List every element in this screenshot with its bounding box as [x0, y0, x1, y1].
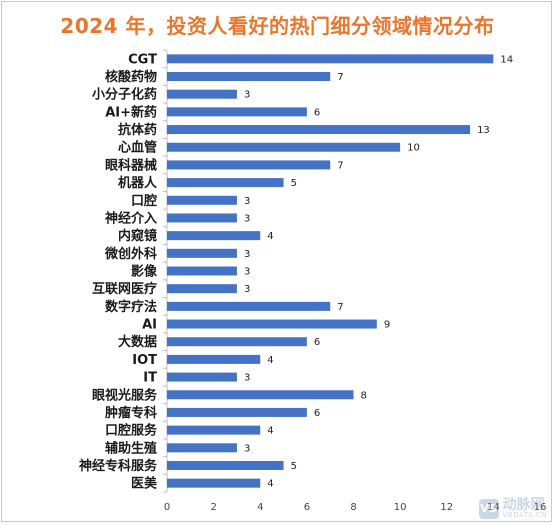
- value-label: 3: [244, 267, 250, 278]
- bar: [167, 319, 377, 329]
- value-label: 3: [244, 249, 250, 260]
- value-label: 3: [244, 196, 250, 207]
- bars: [167, 54, 494, 488]
- bar: [167, 266, 237, 276]
- value-label: 10: [407, 143, 420, 154]
- bar: [167, 407, 307, 417]
- value-label: 9: [384, 320, 390, 331]
- watermark-subtext: VBDATA.CN: [502, 511, 547, 519]
- x-tick-label: 6: [304, 502, 310, 513]
- category-label: 口腔服务: [105, 423, 158, 439]
- value-label: 6: [314, 337, 320, 348]
- category-label: AI+新药: [105, 104, 157, 120]
- x-tick-label: 10: [394, 502, 407, 513]
- value-label: 6: [314, 408, 320, 419]
- category-label: 眼科器械: [105, 157, 157, 173]
- category-label: 数字疗法: [105, 299, 157, 315]
- value-label: 3: [244, 90, 250, 101]
- bar: [167, 460, 284, 470]
- bar: [167, 195, 237, 205]
- x-tick-label: 12: [440, 502, 453, 513]
- x-tick-label: 16: [534, 502, 547, 513]
- category-label: 抗体药: [118, 122, 157, 138]
- category-label: 神经专科服务: [79, 458, 158, 474]
- value-label: 3: [244, 284, 250, 295]
- category-label: IT: [143, 371, 157, 386]
- category-label: 互联网医疗: [92, 281, 157, 297]
- value-label: 3: [244, 373, 250, 384]
- category-label: 口腔: [131, 193, 157, 209]
- bar: [167, 284, 237, 294]
- bar: [167, 337, 307, 347]
- value-label: 14: [500, 54, 513, 65]
- value-label: 8: [361, 390, 367, 401]
- bar: [167, 425, 261, 435]
- category-label: 影像: [131, 264, 158, 280]
- bar: [167, 89, 237, 99]
- value-label: 4: [267, 426, 273, 437]
- value-label: 4: [267, 355, 273, 366]
- value-label: 13: [477, 125, 490, 136]
- value-label: 7: [337, 160, 343, 171]
- value-label: 7: [337, 72, 343, 83]
- bar: [167, 54, 494, 64]
- category-label: 肿瘤专科: [105, 405, 157, 421]
- chart-title: 2024 年，投资人看好的热门细分领域情况分布: [60, 14, 495, 38]
- bar: [167, 213, 237, 223]
- x-tick-label: 14: [487, 502, 500, 513]
- value-label: 3: [244, 213, 250, 224]
- bar: [167, 354, 261, 364]
- bar: [167, 178, 284, 188]
- value-label: 4: [267, 479, 273, 490]
- bar: [167, 160, 331, 170]
- bar: [167, 72, 331, 82]
- category-label: 机器人: [118, 175, 158, 191]
- category-label: 眼视光服务: [92, 387, 158, 403]
- bar: [167, 142, 401, 152]
- category-label: IOT: [132, 353, 157, 368]
- value-label: 6: [314, 107, 320, 118]
- value-label: 3: [244, 443, 250, 454]
- watermark-text: 动脉网: [502, 497, 545, 513]
- category-label: 辅助生殖: [105, 440, 157, 456]
- bar: [167, 372, 237, 382]
- category-label: CGT: [128, 52, 157, 67]
- bar: [167, 107, 307, 117]
- category-label: 核酸药物: [105, 69, 157, 85]
- category-label: 医美: [131, 476, 158, 492]
- category-label: 神经介入: [105, 210, 157, 226]
- category-label: 微创外科: [104, 246, 157, 262]
- bar: [167, 390, 354, 400]
- value-label: 7: [337, 302, 343, 313]
- x-tick-label: 8: [350, 502, 356, 513]
- category-label: 大数据: [118, 334, 157, 350]
- watermark: VB 动脉网 VBDATA.CN: [478, 497, 547, 519]
- bar: [167, 443, 237, 453]
- value-label: 4: [267, 231, 273, 242]
- category-label: 心血管: [118, 140, 157, 156]
- value-label: 5: [291, 178, 297, 189]
- watermark-logo-icon: VB: [478, 498, 499, 519]
- bar: [167, 248, 237, 258]
- bar: [167, 231, 261, 241]
- x-tick-label: 4: [257, 502, 263, 513]
- category-label: 内窥镜: [118, 228, 157, 244]
- value-label: 5: [291, 461, 297, 472]
- bar: [167, 301, 331, 311]
- category-label: 小分子化药: [92, 87, 157, 103]
- labels: CGT 14 核酸药物 7 小分子化药 3 AI+新药 6 抗体药 13 心血管 10 眼科器械 7 机器人…: [79, 52, 546, 513]
- axes: [163, 49, 168, 493]
- bar: [167, 125, 471, 135]
- x-tick-label: 2: [210, 502, 216, 513]
- x-tick-label: 0: [164, 502, 170, 513]
- bar: [167, 478, 261, 488]
- category-label: AI: [142, 318, 157, 333]
